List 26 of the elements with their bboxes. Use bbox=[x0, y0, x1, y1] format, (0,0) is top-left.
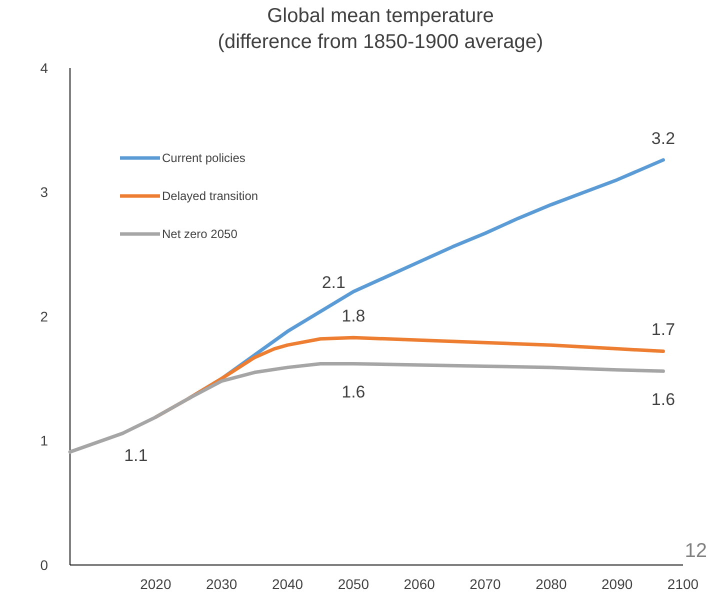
legend-label: Delayed transition bbox=[162, 189, 258, 204]
annotation: 1.8 bbox=[342, 306, 366, 326]
y-tick-label: 4 bbox=[40, 60, 48, 76]
x-tick-label: 2080 bbox=[536, 576, 567, 592]
x-tick-label: 2090 bbox=[602, 576, 633, 592]
legend-label: Net zero 2050 bbox=[162, 227, 238, 242]
y-tick-label: 2 bbox=[40, 308, 48, 324]
annotation: 2.1 bbox=[322, 273, 346, 292]
x-tick-label: 2100 bbox=[667, 576, 699, 592]
x-tick-label: 2070 bbox=[470, 576, 502, 592]
legend-label: Current policies bbox=[162, 151, 246, 166]
annotation: 3.2 bbox=[651, 128, 676, 148]
x-tick-label: 2060 bbox=[404, 576, 436, 592]
y-tick-label: 1 bbox=[40, 432, 48, 449]
y-tick-label: 0 bbox=[40, 556, 48, 573]
annotation: 1.1 bbox=[124, 446, 148, 466]
x-tick-label: 2020 bbox=[140, 576, 172, 592]
chart-title: Global mean temperature (difference from 1850-1900 average) bbox=[218, 5, 544, 53]
annotation: 1.6 bbox=[651, 390, 676, 410]
y-tick-label: 3 bbox=[40, 184, 48, 200]
x-tick-label: 2040 bbox=[272, 576, 304, 592]
annotation: 1.7 bbox=[651, 320, 676, 340]
annotation: 1.6 bbox=[342, 382, 366, 402]
x-tick-label: 2030 bbox=[206, 576, 238, 592]
text: 12 bbox=[684, 540, 707, 562]
x-tick-label: 2050 bbox=[338, 576, 370, 592]
